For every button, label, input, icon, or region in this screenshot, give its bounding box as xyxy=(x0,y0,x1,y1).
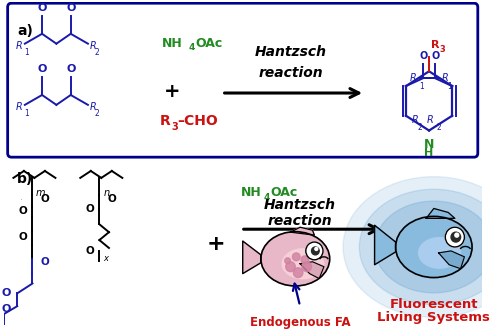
Text: O: O xyxy=(38,64,46,74)
Text: O: O xyxy=(66,64,76,74)
Text: n: n xyxy=(104,188,110,198)
Text: m: m xyxy=(36,188,45,198)
Circle shape xyxy=(455,233,458,237)
Polygon shape xyxy=(374,225,396,265)
Text: Hantzsch: Hantzsch xyxy=(254,45,326,59)
Text: R: R xyxy=(412,115,418,125)
Circle shape xyxy=(451,232,460,242)
Text: 3: 3 xyxy=(440,45,446,54)
Text: O: O xyxy=(40,257,49,267)
Text: R: R xyxy=(426,115,433,125)
Text: O: O xyxy=(38,3,46,13)
Circle shape xyxy=(301,256,308,264)
Text: R: R xyxy=(90,41,96,51)
Circle shape xyxy=(312,247,319,255)
Ellipse shape xyxy=(343,176,500,317)
Text: a): a) xyxy=(17,24,33,38)
Text: O: O xyxy=(86,204,94,214)
Text: 1: 1 xyxy=(448,82,452,91)
Text: b): b) xyxy=(17,172,34,186)
Text: O: O xyxy=(86,246,94,256)
Circle shape xyxy=(446,227,464,247)
Text: reaction: reaction xyxy=(268,214,332,228)
Polygon shape xyxy=(426,208,455,218)
Text: OAc: OAc xyxy=(195,37,222,50)
Text: Hantzsch: Hantzsch xyxy=(264,197,336,211)
Text: O: O xyxy=(1,288,11,298)
Text: –CHO: –CHO xyxy=(177,114,218,128)
Ellipse shape xyxy=(374,201,493,293)
Text: 2: 2 xyxy=(94,48,99,57)
Text: O: O xyxy=(40,193,49,203)
Text: Fluorescent: Fluorescent xyxy=(390,298,478,311)
Ellipse shape xyxy=(360,189,500,305)
Ellipse shape xyxy=(261,232,330,286)
Text: 2: 2 xyxy=(418,123,422,132)
Ellipse shape xyxy=(396,216,472,278)
Circle shape xyxy=(302,262,312,272)
Text: OAc: OAc xyxy=(270,186,297,199)
Text: C: C xyxy=(21,198,22,199)
Text: O: O xyxy=(66,3,76,13)
Text: O: O xyxy=(107,193,116,203)
Circle shape xyxy=(286,262,296,272)
Text: R: R xyxy=(16,41,23,51)
Polygon shape xyxy=(300,262,324,278)
Circle shape xyxy=(315,247,318,250)
Ellipse shape xyxy=(418,237,461,268)
Text: R: R xyxy=(16,102,23,112)
Text: 1: 1 xyxy=(24,109,29,118)
Text: 4: 4 xyxy=(188,43,194,52)
Text: Endogenous FA: Endogenous FA xyxy=(250,316,350,329)
Text: 3: 3 xyxy=(171,122,178,132)
Text: O: O xyxy=(432,51,440,61)
Text: O: O xyxy=(420,51,428,61)
Circle shape xyxy=(285,258,290,264)
Polygon shape xyxy=(290,227,314,235)
Text: NH: NH xyxy=(241,186,262,199)
Circle shape xyxy=(294,268,303,278)
Text: +: + xyxy=(206,234,226,254)
Text: +: + xyxy=(164,82,181,101)
Text: R: R xyxy=(431,40,440,50)
FancyBboxPatch shape xyxy=(8,3,478,157)
Circle shape xyxy=(292,253,300,261)
Text: 1: 1 xyxy=(420,82,424,91)
Text: NH: NH xyxy=(162,37,182,50)
Text: 2: 2 xyxy=(436,123,441,132)
Text: R: R xyxy=(410,73,417,83)
Text: reaction: reaction xyxy=(258,66,323,80)
Text: R: R xyxy=(442,73,449,83)
Polygon shape xyxy=(242,241,261,274)
Text: R: R xyxy=(90,102,96,112)
Text: x: x xyxy=(103,254,108,263)
Text: O: O xyxy=(18,206,28,216)
Text: 2: 2 xyxy=(94,109,99,118)
Text: Living Systems: Living Systems xyxy=(378,311,490,324)
Text: 1: 1 xyxy=(24,48,29,57)
Text: O: O xyxy=(18,232,28,242)
Circle shape xyxy=(306,242,323,260)
Polygon shape xyxy=(438,251,464,269)
Text: N: N xyxy=(424,139,434,152)
Text: O: O xyxy=(1,304,11,314)
Text: 4: 4 xyxy=(264,193,270,202)
Text: R: R xyxy=(160,114,170,128)
Ellipse shape xyxy=(282,249,324,279)
Text: H: H xyxy=(424,148,434,158)
